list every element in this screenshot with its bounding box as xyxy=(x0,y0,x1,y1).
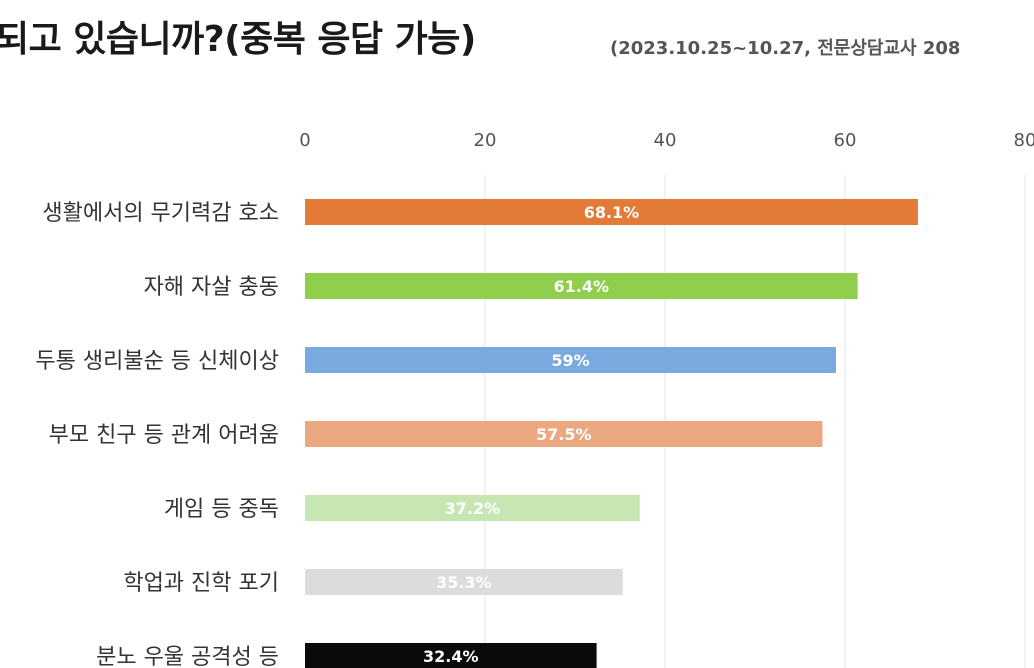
data-label-2: 61.4% xyxy=(554,277,610,296)
bar-3 xyxy=(305,347,836,373)
bar-5 xyxy=(305,495,640,521)
category-label-1: 생활에서의 무기력감 호소 xyxy=(42,201,279,226)
category-label-4: 부모 친구 등 관계 어려움 xyxy=(49,423,279,448)
chart-subtitle: (2023.10.25~10.27, 전문상담교사 208 xyxy=(610,38,961,59)
bar-7 xyxy=(305,643,597,668)
data-label-5: 37.2% xyxy=(445,499,501,518)
category-label-5: 게임 등 중독 xyxy=(164,497,279,522)
data-label-4: 57.5% xyxy=(536,425,592,444)
data-labels: 68.1% 61.4% 59% 57.5% 37.2% 35.3% 32.4% xyxy=(423,203,639,666)
x-tick-label-20: 20 xyxy=(474,130,497,151)
bars xyxy=(305,199,918,668)
category-label-2: 자해 자살 충동 xyxy=(144,275,279,300)
x-tick-label-60: 60 xyxy=(834,130,857,151)
data-label-3: 59% xyxy=(551,351,589,370)
category-label-7: 분노 우울 공격성 등 xyxy=(96,645,279,668)
x-tick-label-40: 40 xyxy=(654,130,677,151)
x-tick-label-80: 80 xyxy=(1014,130,1034,151)
bar-2 xyxy=(305,273,858,299)
bar-4 xyxy=(305,421,823,447)
x-tick-label-0: 0 xyxy=(299,130,310,151)
category-label-6: 학업과 진학 포기 xyxy=(123,571,279,596)
category-label-3: 두통 생리불순 등 신체이상 xyxy=(35,349,279,374)
data-label-7: 32.4% xyxy=(423,647,479,666)
bar-1 xyxy=(305,199,918,225)
data-label-1: 68.1% xyxy=(584,203,640,222)
data-label-6: 35.3% xyxy=(436,573,492,592)
chart-title: 되고 있습니까?(중복 응답 가능) xyxy=(0,19,476,60)
x-axis-ticks: 0 20 40 60 80 xyxy=(299,130,1034,151)
bar-6 xyxy=(305,569,623,595)
